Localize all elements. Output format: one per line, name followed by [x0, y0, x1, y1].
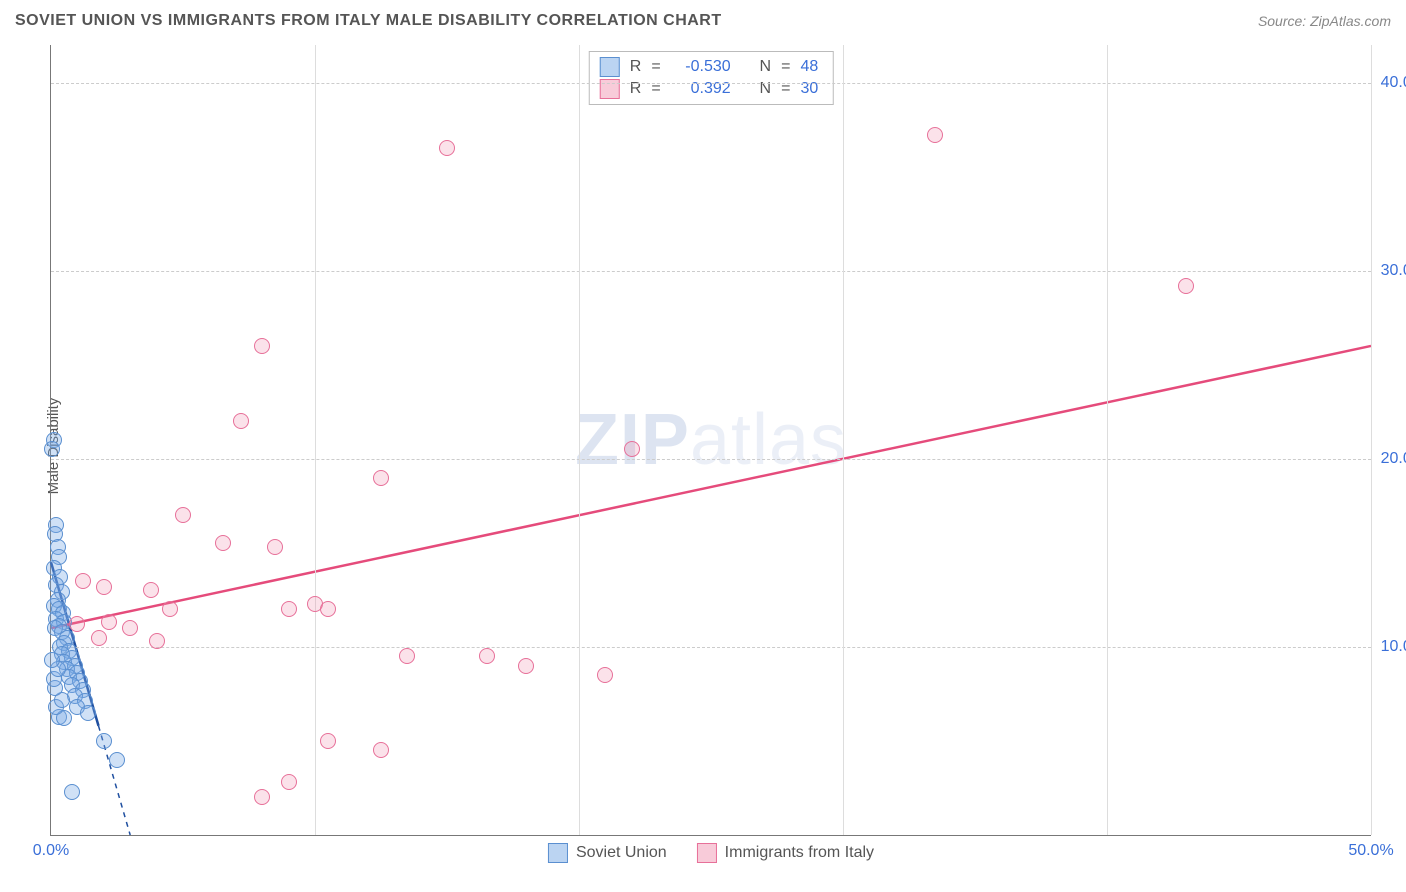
data-point [597, 667, 613, 683]
chart-title: SOVIET UNION VS IMMIGRANTS FROM ITALY MA… [15, 12, 722, 30]
title-bar: SOVIET UNION VS IMMIGRANTS FROM ITALY MA… [15, 12, 1391, 30]
gridline-h [51, 459, 1371, 460]
ytick-label: 20.0% [1381, 450, 1406, 468]
data-point [215, 535, 231, 551]
gridline-v [579, 45, 580, 835]
data-point [281, 601, 297, 617]
ytick-label: 30.0% [1381, 262, 1406, 280]
data-point [439, 140, 455, 156]
data-point [96, 733, 112, 749]
gridline-v [315, 45, 316, 835]
data-point [233, 413, 249, 429]
data-point [373, 742, 389, 758]
data-point [479, 648, 495, 664]
data-point [122, 620, 138, 636]
data-point [75, 573, 91, 589]
data-point [254, 338, 270, 354]
data-point [64, 784, 80, 800]
data-point [624, 441, 640, 457]
swatch-blue-icon [548, 843, 568, 863]
data-point [320, 601, 336, 617]
trend-lines [51, 45, 1371, 835]
data-point [80, 705, 96, 721]
xtick-label: 0.0% [33, 842, 69, 860]
data-point [69, 616, 85, 632]
data-point [143, 582, 159, 598]
gridline-h [51, 83, 1371, 84]
data-point [149, 633, 165, 649]
data-point [518, 658, 534, 674]
gridline-v [1371, 45, 1372, 835]
legend-item-soviet: Soviet Union [548, 843, 667, 863]
gridline-h [51, 647, 1371, 648]
gridline-h [51, 271, 1371, 272]
gridline-v [843, 45, 844, 835]
chart-container: SOVIET UNION VS IMMIGRANTS FROM ITALY MA… [0, 0, 1406, 892]
legend-item-italy: Immigrants from Italy [697, 843, 874, 863]
data-point [44, 652, 60, 668]
data-point [175, 507, 191, 523]
ytick-label: 10.0% [1381, 638, 1406, 656]
data-point [44, 441, 60, 457]
data-point [91, 630, 107, 646]
ytick-label: 40.0% [1381, 74, 1406, 92]
data-point [162, 601, 178, 617]
data-point [1178, 278, 1194, 294]
xtick-label: 50.0% [1348, 842, 1393, 860]
data-point [254, 789, 270, 805]
data-point [109, 752, 125, 768]
series-legend: Soviet Union Immigrants from Italy [548, 843, 874, 863]
swatch-pink-icon [697, 843, 717, 863]
plot-area: ZIPatlas R= -0.530 N= 48 R= 0.392 N= 30 [50, 45, 1371, 836]
data-point [373, 470, 389, 486]
gridline-v [1107, 45, 1108, 835]
data-point [96, 579, 112, 595]
data-point [267, 539, 283, 555]
data-point [399, 648, 415, 664]
data-point [281, 774, 297, 790]
data-point [927, 127, 943, 143]
source-label: Source: ZipAtlas.com [1258, 13, 1391, 29]
data-point [320, 733, 336, 749]
data-point [101, 614, 117, 630]
